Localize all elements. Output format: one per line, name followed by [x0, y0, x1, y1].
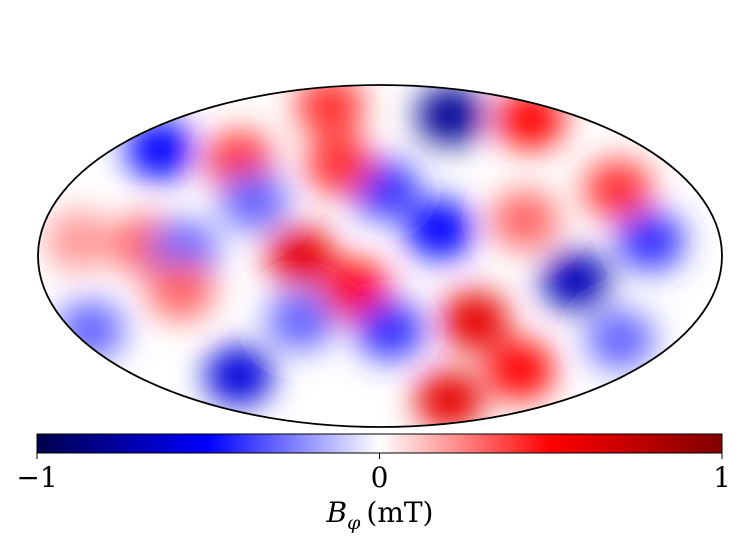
field-blob [490, 189, 559, 250]
colorbar-label: Bφ (mT) [326, 496, 434, 534]
field-blob [541, 250, 610, 311]
label-subscript: φ [347, 512, 361, 534]
field-blob [586, 309, 655, 370]
label-symbol: B [326, 496, 348, 529]
label-unit: (mT) [366, 496, 433, 529]
colorbar-ticks: −1 0 1 [16, 453, 731, 494]
field-blob [45, 210, 114, 271]
field-blob [416, 85, 485, 146]
field-blob [295, 85, 364, 136]
colorbar-tick-label: 1 [713, 461, 731, 494]
field-blob [496, 89, 565, 150]
field-blob [220, 170, 289, 231]
field-blob [356, 300, 425, 361]
field-blob [406, 199, 475, 260]
field-blob [146, 260, 215, 321]
field-blob [616, 210, 685, 271]
map-outline [37, 84, 723, 428]
field-blob [584, 159, 653, 220]
field-blob [266, 290, 335, 351]
field-blob [415, 370, 484, 427]
field-blob [125, 119, 194, 180]
colorbar-tick-label: 0 [371, 461, 389, 494]
field-blob [305, 134, 374, 195]
field-blob [204, 345, 273, 406]
field [45, 85, 685, 427]
colorbar [36, 433, 723, 454]
field-blob [56, 300, 125, 361]
field-blob [486, 340, 555, 400]
field-blob [440, 290, 509, 351]
colorbar-tick-label: −1 [16, 461, 57, 494]
field-blob [266, 226, 335, 286]
